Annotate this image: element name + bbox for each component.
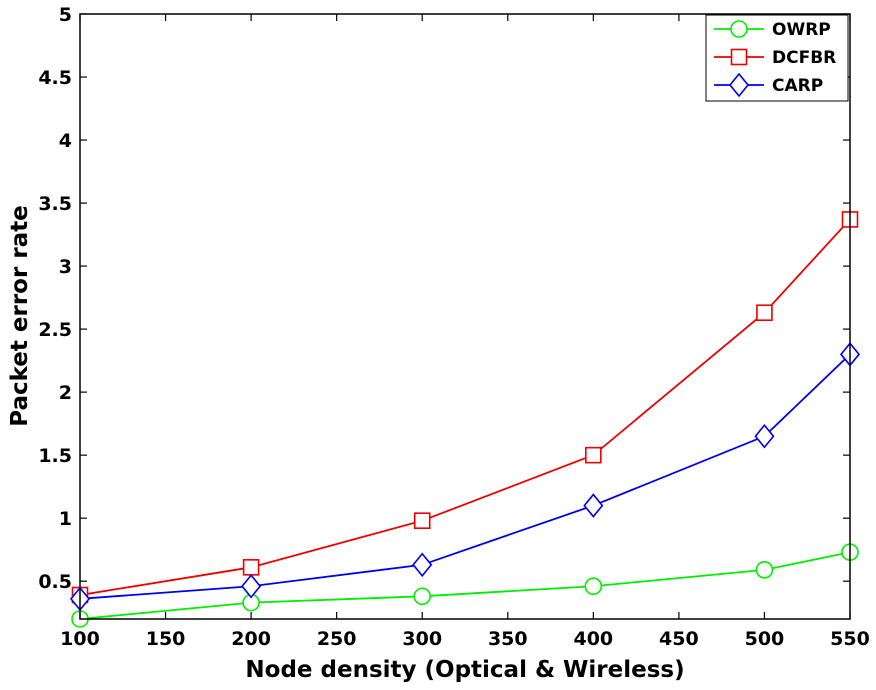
y-tick-label: 2.5 [38,319,72,341]
ticks-layer: 100 150 200 250 300 350 400 450 500 550 0.5 1 1.5 2 2.… [38,4,870,650]
data-point-carp [583,493,604,518]
legend-marker-owrp [730,20,748,38]
y-axis-title: Packet error rate [7,205,33,427]
data-point-carp [412,552,433,578]
data-point-owrp [755,561,774,579]
legend-label-owrp: OWRP [772,20,831,40]
legend-label-carp: CARP [772,76,823,96]
data-point-carp [754,423,775,449]
legend: OWRP DCFBR CARP [705,14,849,102]
y-tick-label: 0.5 [38,571,72,593]
x-tick-label: 350 [488,628,528,650]
x-tick-label: 500 [745,628,785,650]
x-tick-label: 550 [830,628,870,650]
x-tick-label: 300 [402,628,442,650]
series-line-owrp [79,551,851,620]
x-tick-label: 400 [573,628,613,650]
y-tick-label: 4.5 [38,67,72,89]
legend-marker-carp [728,72,750,98]
data-point-dcfbr [585,446,602,464]
y-tick-label: 2 [59,382,72,404]
y-tick-label: 3.5 [38,193,72,215]
y-tick-label: 1.5 [38,445,72,467]
legend-label-dcfbr: DCFBR [772,48,836,68]
data-point-dcfbr [413,512,431,529]
data-point-owrp [413,587,432,606]
series-line-dcfbr [79,218,851,596]
x-tick-label: 450 [659,628,699,650]
data-point-carp [241,573,262,599]
data-point-owrp [584,577,603,596]
x-tick-label: 200 [231,628,271,650]
x-tick-label: 100 [60,628,100,650]
x-tick-label: 250 [317,628,357,650]
data-point-dcfbr [756,304,773,322]
y-tick-label: 4 [59,130,72,152]
x-axis-title: Node density (Optical & Wireless) [245,657,684,683]
data-point-dcfbr [242,559,260,576]
plot-area [80,14,850,619]
y-tick-label: 3 [59,256,72,278]
x-tick-label: 150 [146,628,186,650]
y-tick-label: 1 [59,508,72,530]
series-line-carp [79,353,851,600]
plot-frame [79,13,851,620]
y-tick-label: 5 [59,4,72,26]
legend-marker-dcfbr [730,48,748,66]
